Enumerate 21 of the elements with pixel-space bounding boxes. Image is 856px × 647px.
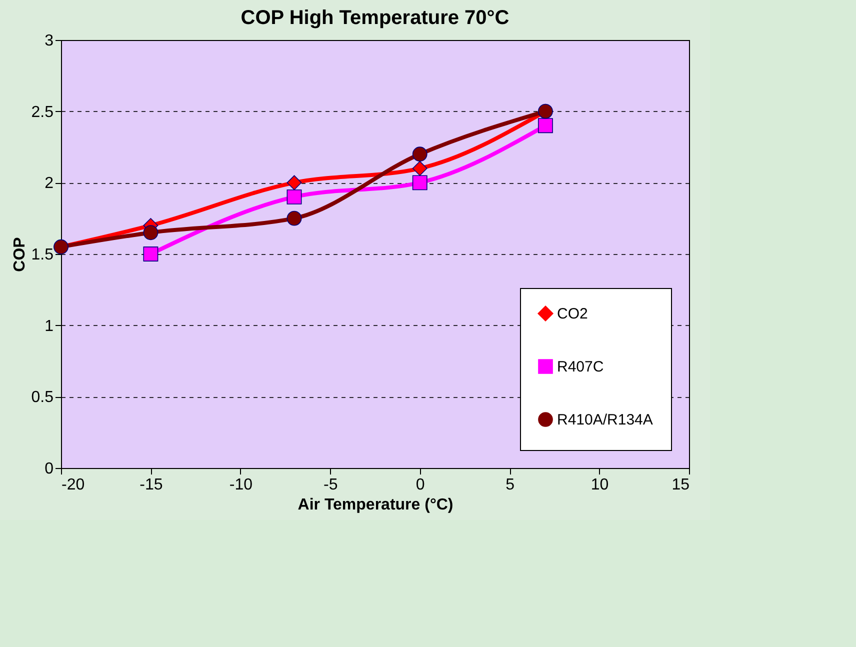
x-tick-label: -5 [324, 476, 338, 494]
x-tick-label: 5 [506, 476, 515, 494]
y-tick-label: 1.5 [31, 246, 54, 264]
x-tick-label: -15 [140, 476, 163, 494]
legend-label: R410A/R134A [557, 412, 653, 428]
y-tick-label: 0.5 [31, 389, 54, 406]
y-tick-label: 2.5 [31, 104, 54, 121]
chart-title: COP High Temperature 70°C [240, 7, 510, 29]
x-axis-title: Air Temperature (°C) [298, 496, 454, 514]
y-axis-title: COP [11, 236, 28, 272]
x-tick-label: -10 [229, 476, 253, 494]
x-tick-label: -20 [62, 476, 85, 494]
legend-label: CO2 [557, 306, 588, 322]
legend-label: R407C [557, 358, 604, 376]
y-tick-label: 0 [44, 460, 54, 478]
x-tick-label: 15 [672, 476, 690, 494]
y-tick-label: 3 [44, 32, 54, 50]
x-tick-label: 0 [416, 476, 425, 494]
y-tick-label: 2 [44, 175, 54, 192]
y-tick-label: 1 [44, 318, 54, 335]
x-tick-label: 10 [590, 476, 609, 494]
